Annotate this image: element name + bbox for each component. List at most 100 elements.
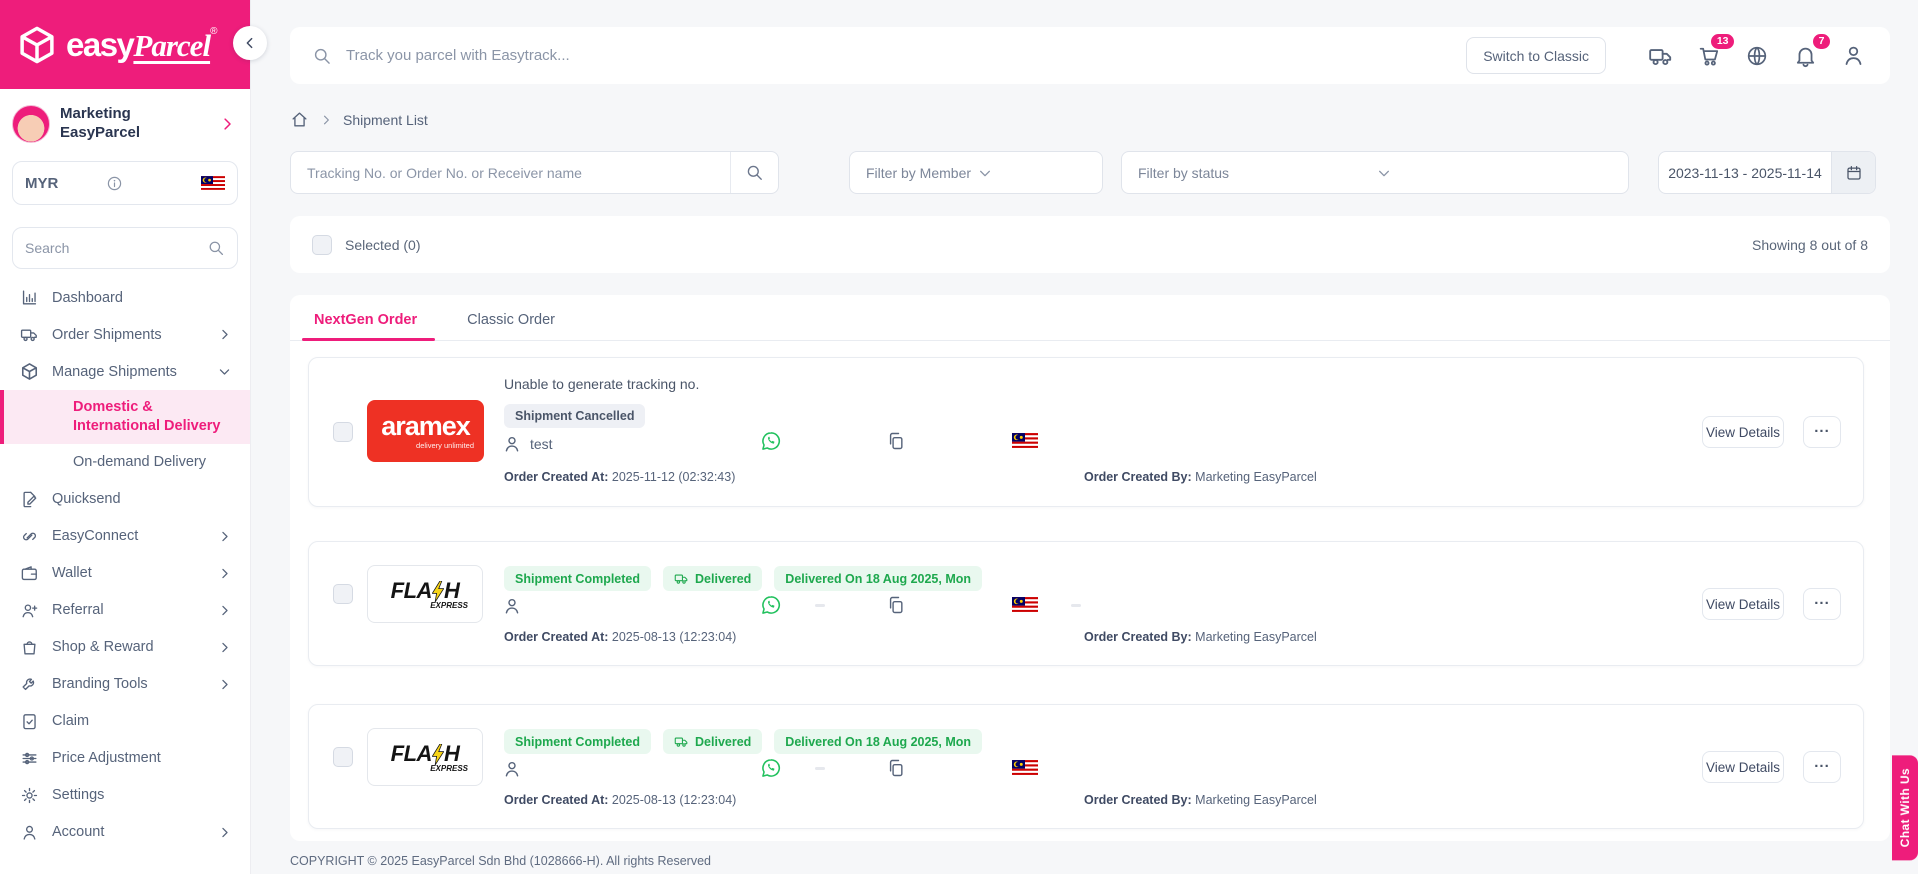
sidebar-item-claim[interactable]: Claim bbox=[0, 703, 250, 740]
selected-count: Selected (0) bbox=[345, 236, 421, 253]
chevron-down-icon bbox=[977, 165, 1088, 181]
user-name: Marketing EasyParcel bbox=[60, 105, 141, 141]
cart-icon[interactable]: 13 bbox=[1694, 33, 1734, 71]
document-check-icon bbox=[20, 712, 39, 731]
shipment-list-panel: NextGen Order Classic Order aramex deliv… bbox=[290, 295, 1890, 841]
chevron-right-icon bbox=[217, 327, 232, 342]
delivery-status-badge: Delivered bbox=[663, 729, 763, 754]
shipment-checkbox[interactable] bbox=[333, 747, 353, 767]
document-pen-icon bbox=[20, 490, 39, 509]
more-actions-button[interactable]: ... bbox=[1803, 416, 1841, 448]
whatsapp-icon[interactable] bbox=[760, 757, 782, 779]
chevron-right-icon bbox=[218, 115, 236, 133]
order-created-by: Order Created By: Marketing EasyParcel bbox=[1084, 793, 1317, 807]
box-icon bbox=[20, 362, 39, 381]
shipment-checkbox[interactable] bbox=[333, 422, 353, 442]
breadcrumb: Shipment List bbox=[290, 110, 1890, 129]
truck-icon bbox=[674, 571, 689, 586]
truck-icon bbox=[20, 325, 39, 344]
more-actions-button[interactable]: ... bbox=[1803, 751, 1841, 783]
search-button[interactable] bbox=[730, 152, 778, 193]
chevron-right-icon bbox=[217, 640, 232, 655]
copy-icon[interactable] bbox=[886, 595, 906, 615]
status-badges: Shipment Completed Delivered Delivered O… bbox=[504, 566, 983, 591]
person-icon bbox=[502, 759, 522, 779]
sidebar-item-easyconnect[interactable]: EasyConnect bbox=[0, 518, 250, 555]
sidebar-item-order-shipments[interactable]: Order Shipments bbox=[0, 316, 250, 353]
whatsapp-icon[interactable] bbox=[760, 594, 782, 616]
topbar: Switch to Classic 13 7 bbox=[290, 27, 1890, 84]
person-icon bbox=[20, 823, 39, 842]
sidebar-item-settings[interactable]: Settings bbox=[0, 777, 250, 814]
order-created-by: Order Created By: Marketing EasyParcel bbox=[1084, 630, 1317, 644]
view-details-button[interactable]: View Details bbox=[1702, 416, 1784, 448]
redacted-text bbox=[815, 767, 825, 770]
gear-icon bbox=[20, 786, 39, 805]
tab-classic-order[interactable]: Classic Order bbox=[467, 312, 555, 328]
person-plus-icon bbox=[20, 601, 39, 620]
lightning-bolt-icon bbox=[431, 743, 444, 765]
globe-icon[interactable] bbox=[1742, 41, 1772, 71]
wallet-icon bbox=[20, 564, 39, 583]
easytrack-search-input[interactable] bbox=[346, 47, 766, 64]
redacted-text bbox=[815, 604, 825, 607]
person-icon[interactable] bbox=[1838, 41, 1868, 71]
filter-by-member-dropdown[interactable]: Filter by Member bbox=[849, 151, 1103, 194]
currency-code: MYR bbox=[25, 174, 59, 192]
chevron-right-icon bbox=[217, 529, 232, 544]
copy-icon[interactable] bbox=[886, 758, 906, 778]
status-badge: Shipment Cancelled bbox=[504, 404, 646, 428]
tab-nextgen-order[interactable]: NextGen Order bbox=[301, 300, 436, 341]
truck-icon[interactable] bbox=[1646, 41, 1676, 71]
more-actions-button[interactable]: ... bbox=[1803, 588, 1841, 620]
sidebar-item-wallet[interactable]: Wallet bbox=[0, 555, 250, 592]
select-all-checkbox[interactable] bbox=[312, 234, 332, 255]
notification-badge: 7 bbox=[1813, 33, 1830, 50]
sidebar-item-price-adjustment[interactable]: Price Adjustment bbox=[0, 740, 250, 777]
order-created-by: Order Created By: Marketing EasyParcel bbox=[1084, 470, 1317, 484]
chevron-down-icon bbox=[1376, 165, 1614, 181]
sidebar-collapse-button[interactable] bbox=[233, 26, 267, 60]
sidebar-item-branding-tools[interactable]: Branding Tools bbox=[0, 666, 250, 703]
bell-icon[interactable]: 7 bbox=[1790, 33, 1830, 71]
wrench-icon bbox=[20, 675, 39, 694]
calendar-icon[interactable] bbox=[1831, 152, 1875, 193]
home-icon[interactable] bbox=[290, 110, 309, 129]
sidebar-item-account[interactable]: Account bbox=[0, 814, 250, 851]
filter-by-status-dropdown[interactable]: Filter by status bbox=[1121, 151, 1629, 194]
sidebar-item-domestic-international-delivery[interactable]: Domestic & International Delivery bbox=[0, 390, 250, 444]
truck-icon bbox=[674, 734, 689, 749]
tracking-search-input[interactable] bbox=[291, 164, 730, 181]
sidebar-search-input[interactable] bbox=[25, 240, 207, 256]
chevron-right-icon bbox=[217, 603, 232, 618]
sidebar-search[interactable] bbox=[12, 227, 238, 269]
date-range-picker[interactable]: 2023-11-13 - 2025-11-14 bbox=[1658, 151, 1876, 194]
brand-logo[interactable]: easyParcel® bbox=[0, 0, 250, 89]
status-badges: Shipment Completed Delivered Delivered O… bbox=[504, 729, 983, 754]
sidebar-item-dashboard[interactable]: Dashboard bbox=[0, 279, 250, 316]
malaysia-flag-icon bbox=[1012, 597, 1038, 612]
sidebar-nav: Dashboard Order Shipments Manage Shipmen… bbox=[0, 279, 250, 851]
view-details-button[interactable]: View Details bbox=[1702, 751, 1784, 783]
easytrack-search[interactable] bbox=[312, 46, 1466, 66]
wallet-balance-box[interactable]: MYR bbox=[12, 161, 238, 205]
copy-icon[interactable] bbox=[886, 431, 906, 451]
switch-to-classic-button[interactable]: Switch to Classic bbox=[1466, 37, 1606, 74]
info-icon[interactable] bbox=[106, 175, 123, 192]
whatsapp-icon[interactable] bbox=[760, 430, 782, 452]
sidebar-item-shop-reward[interactable]: Shop & Reward bbox=[0, 629, 250, 666]
user-profile-row[interactable]: Marketing EasyParcel bbox=[0, 89, 250, 153]
link-icon bbox=[20, 527, 39, 546]
person-icon bbox=[502, 596, 522, 616]
tracking-notice: Unable to generate tracking no. bbox=[504, 376, 700, 392]
chat-with-us-tab[interactable]: Chat With Us bbox=[1892, 754, 1918, 860]
main-content: Switch to Classic 13 7 Shipment List Fil… bbox=[251, 27, 1918, 868]
shipment-status-badge: Shipment Completed bbox=[504, 566, 652, 591]
date-range-value: 2023-11-13 - 2025-11-14 bbox=[1668, 164, 1822, 181]
sidebar-item-manage-shipments[interactable]: Manage Shipments bbox=[0, 353, 250, 390]
view-details-button[interactable]: View Details bbox=[1702, 588, 1784, 620]
sidebar-item-referral[interactable]: Referral bbox=[0, 592, 250, 629]
sidebar-item-quicksend[interactable]: Quicksend bbox=[0, 481, 250, 518]
sidebar-item-on-demand-delivery[interactable]: On-demand Delivery bbox=[73, 454, 206, 471]
shipment-checkbox[interactable] bbox=[333, 584, 353, 604]
